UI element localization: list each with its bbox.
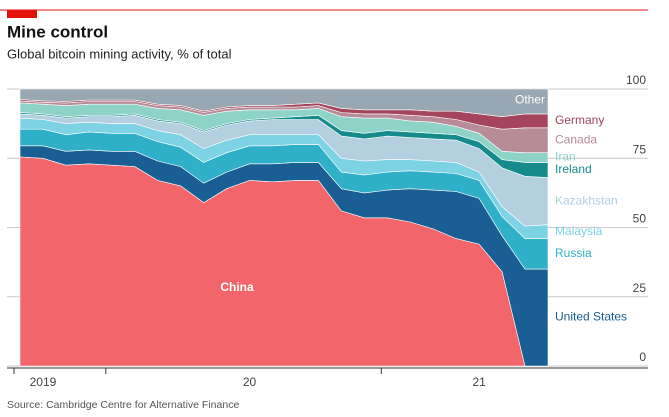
chart-subtitle: Global bitcoin mining activity, % of tot… [7, 46, 232, 61]
y-tick-label: 75 [633, 142, 647, 156]
x-tick-label: 21 [472, 375, 486, 389]
areas [19, 88, 549, 367]
legend-label: Canada [555, 132, 597, 146]
x-tick-label: 20 [243, 375, 257, 389]
area [19, 88, 549, 118]
legend-label: Malaysia [555, 224, 603, 238]
y-tick-label: 50 [633, 212, 647, 226]
legend-label: Ireland [555, 162, 592, 176]
legend-label: Kazakhstan [555, 193, 618, 207]
area-label: Other [515, 93, 545, 107]
y-tick-label: 25 [633, 281, 647, 295]
y-tick-label: 0 [639, 350, 646, 364]
brand-tag [7, 10, 37, 18]
labels: 2019 20 21 China United States Russia Malaysia… [13, 93, 627, 389]
legend-label: United States [555, 310, 627, 324]
chart-title: Mine control [7, 22, 108, 41]
area-label: China [220, 280, 254, 294]
legend-label: Iran [555, 150, 576, 164]
legend-label: Russia [555, 246, 592, 260]
y-tick-label: 100 [626, 73, 646, 87]
legend-label: Germany [555, 113, 604, 127]
x-tick-label: 2019 [30, 375, 57, 389]
source: Source: Cambridge Centre for Alternative… [7, 399, 239, 411]
